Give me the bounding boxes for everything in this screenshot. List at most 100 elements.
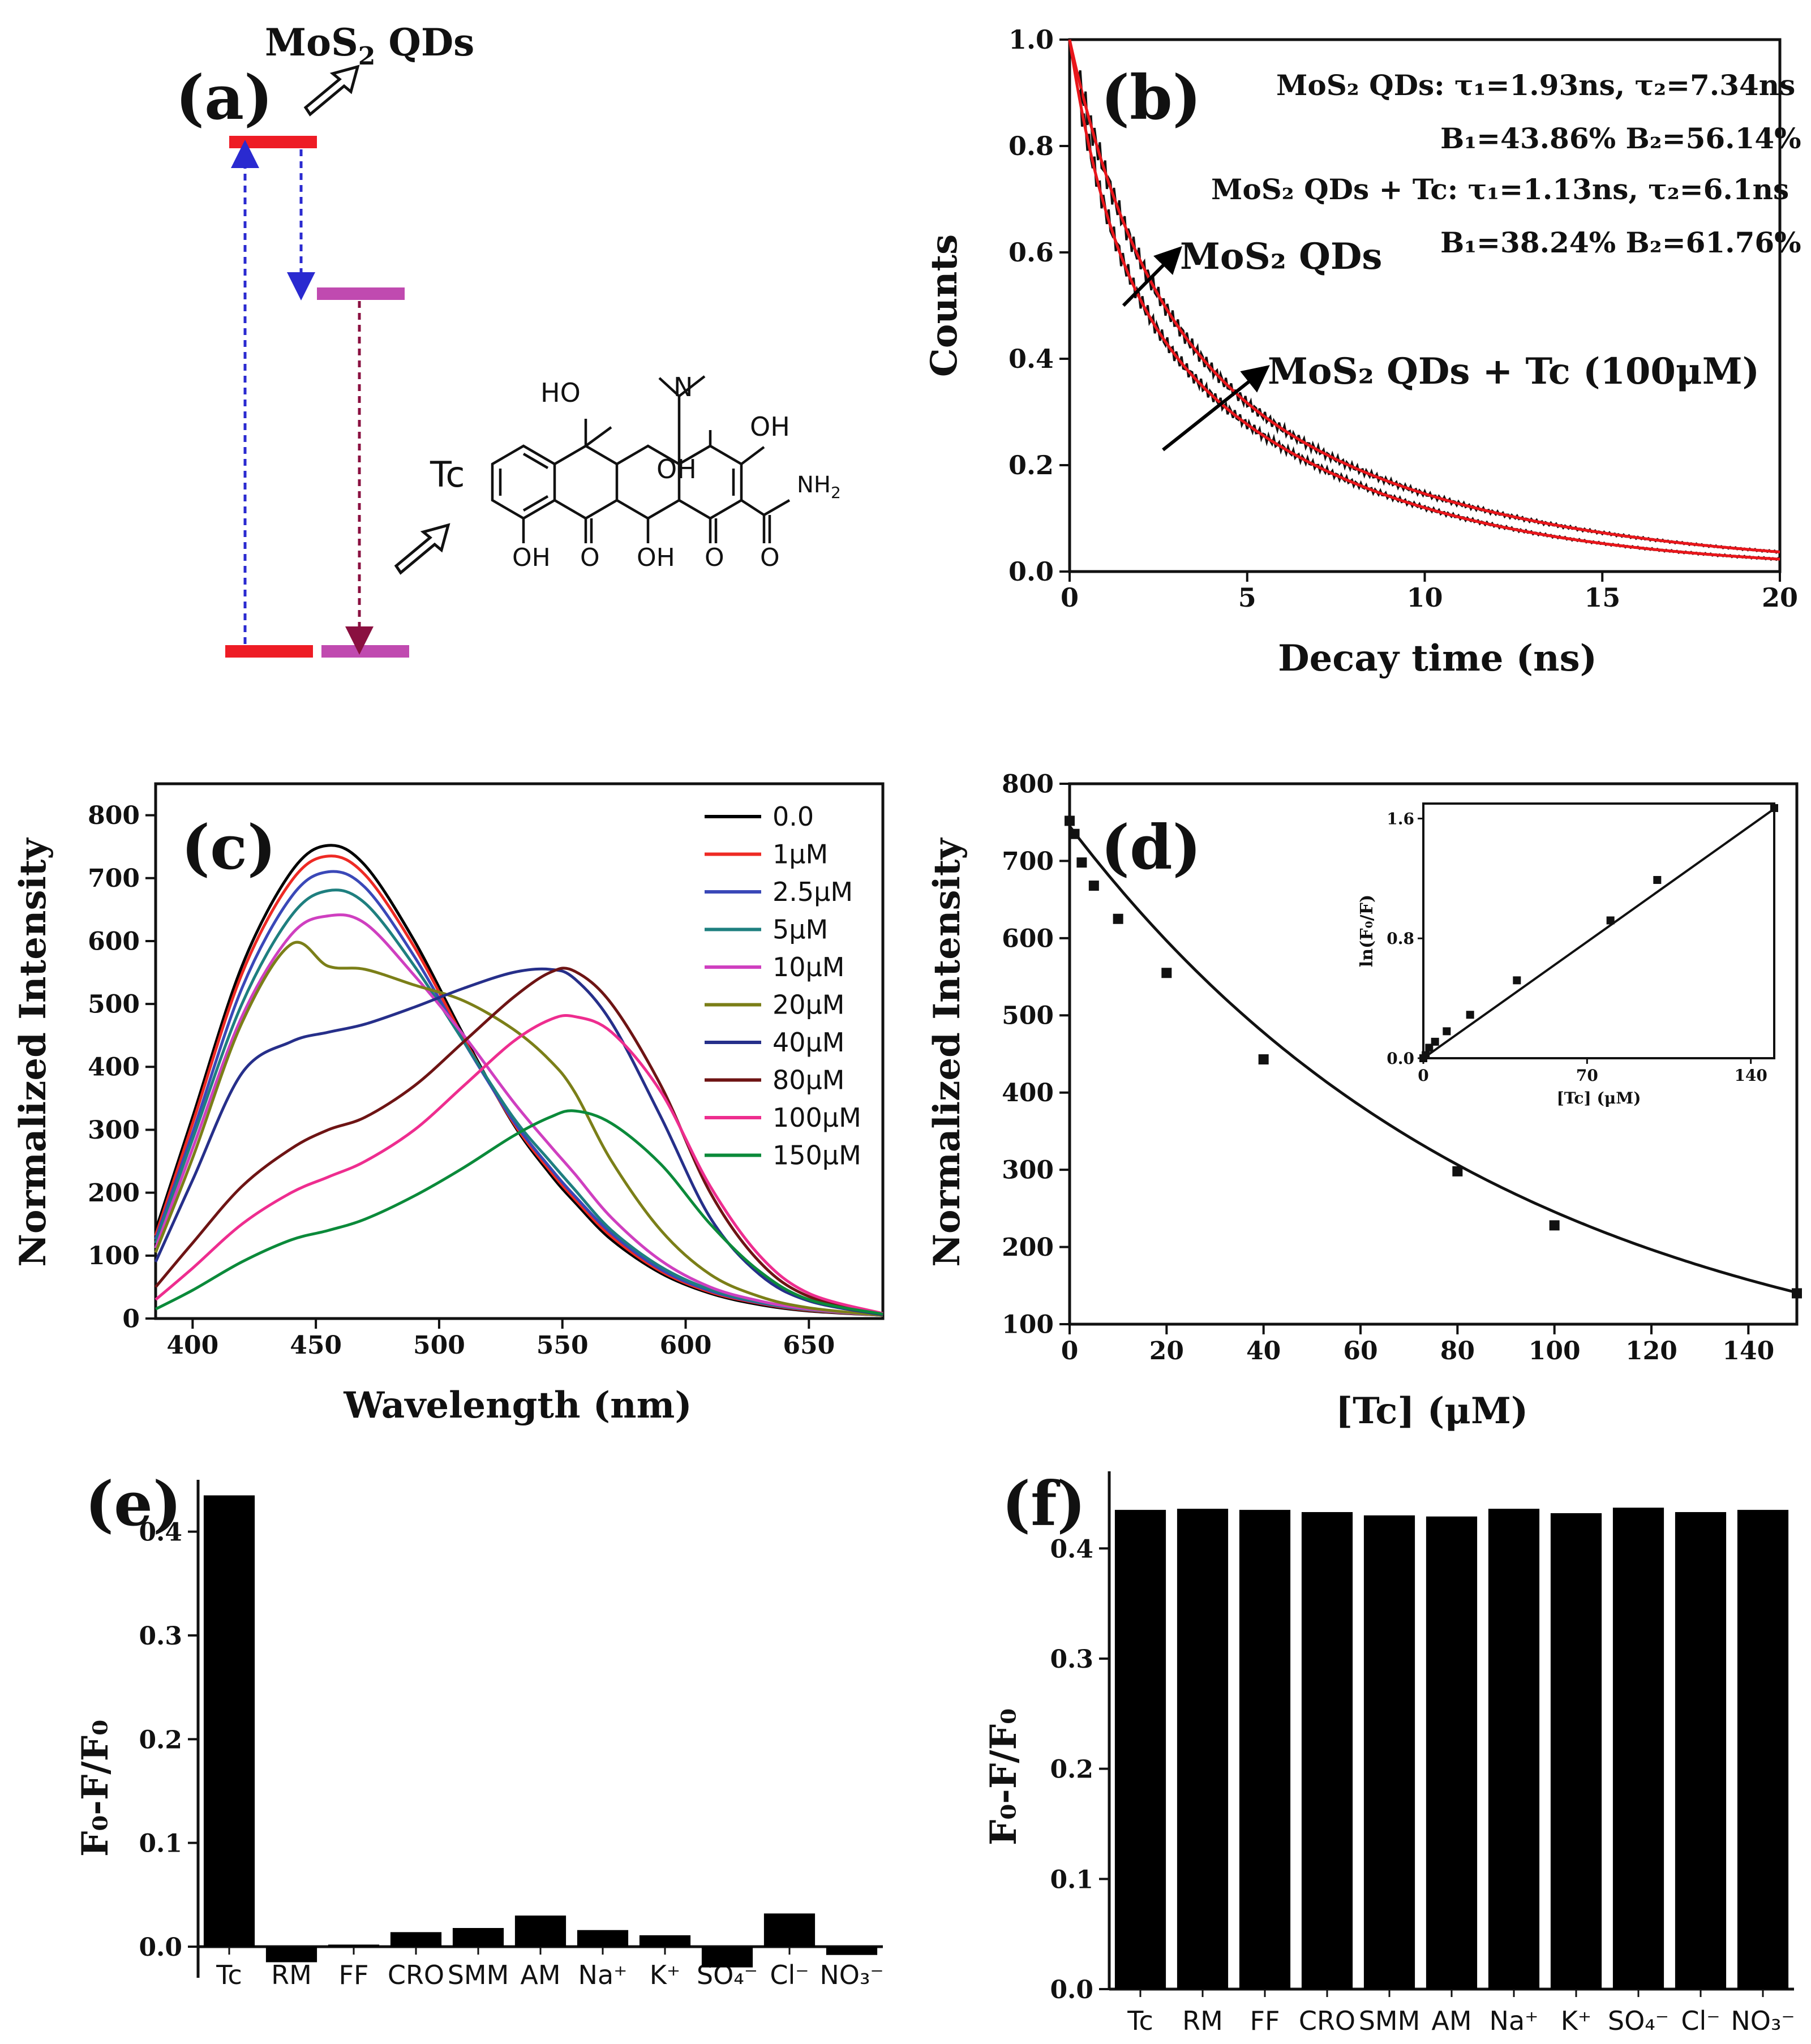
x-tick-label: 20 [1149,1337,1184,1365]
x-tick-label: K⁺ [1561,2006,1591,2036]
panel-c-series [154,844,883,1317]
panel-e-bars [203,1495,878,1968]
mos2-subscript: 2 [358,42,376,71]
y-tick-label: 0.2 [1009,450,1054,480]
x-tick-label: SMM [1359,2006,1421,2036]
panel-c-axes: 400 450 500 550 600 650 0 100 200 300 400 500 600 700… [12,801,835,1427]
panel-f-interference-chart: 0.0 0.1 0.2 0.3 0.4 F₀-F/F₀ Tc RM FF CRO SMM AM Na⁺ K… [982,1468,1795,2036]
x-tick-label: 40 [1246,1337,1281,1365]
y-tick-label: 0 [122,1304,140,1333]
b-curve-pointer-1 [1122,246,1182,307]
x-tick-label: 120 [1625,1337,1677,1365]
c-series-3 [154,888,883,1317]
y-tick-label: 600 [1002,924,1054,953]
x-tick-label: 60 [1343,1337,1377,1365]
panel-a-label: (a) [175,62,273,134]
c-series-4 [154,913,883,1317]
inset-y-tick-label: 0.0 [1387,1049,1414,1068]
mol-nh2-sub: 2 [831,483,841,502]
x-tick-label: 15 [1584,582,1620,613]
y-tick-label: 400 [1002,1079,1054,1107]
y-tick-label: 500 [88,990,140,1019]
y-tick-label: 700 [88,864,140,893]
c-legend-label: 40μM [773,1027,845,1058]
y-tick-label: 0.6 [1009,237,1054,268]
y-tick-label: 200 [1002,1233,1054,1262]
panel-e-label: (e) [85,1468,182,1540]
y-axis-label: Normalized Intensity [12,838,54,1267]
c-series-7 [155,967,883,1316]
x-tick-label: 5 [1238,582,1256,613]
tetracycline-structure [491,375,791,543]
d-data-point [1792,1288,1802,1299]
inset-data-point [1443,1027,1451,1036]
x-tick-label: 400 [166,1331,218,1360]
mol-oh-2: OH [637,543,675,572]
panel-c-frame [154,782,885,1320]
c-legend-label: 2.5μM [773,877,853,907]
panel-c-spectra-chart: 400 450 500 550 600 650 0 100 200 300 400 500 600 700… [12,782,885,1427]
inset-fit-line [1422,808,1775,1059]
f-bar [1488,1509,1540,1989]
mol-o-2: O [705,543,724,572]
inset-data-point [1606,916,1615,925]
y-tick-label: 0.0 [1050,1976,1093,2004]
x-tick-label: Cl⁻ [1681,2006,1720,2036]
f-bar [1177,1509,1229,1989]
panel-b-decay-chart: 0 5 10 15 20 0.0 0.2 0.4 0.6 0.8 1.0 Decay time (ns… [923,24,1801,680]
x-tick-label: 80 [1440,1337,1475,1365]
x-tick-label: Tc [216,1960,242,1990]
level-excited [229,136,317,148]
y-tick-label: 500 [1002,1002,1054,1030]
d-data-point [1113,913,1123,924]
c-series-8 [155,1014,883,1315]
inset-data-point [1653,876,1662,884]
f-bar [1363,1515,1415,1989]
y-tick-label: 0.4 [1050,1535,1093,1564]
x-axis-label: Decay time (ns) [1278,637,1597,680]
f-bar [1301,1512,1353,1989]
mol-oh-1: OH [512,543,551,572]
mol-o-1: O [580,543,600,572]
b-fit-decay-1 [1068,39,1780,553]
e-bar [265,1947,317,1963]
y-tick-label: 0.2 [139,1725,182,1754]
y-axis-label: Normalized Intensity [926,838,968,1267]
y-tick-label: 300 [88,1116,140,1145]
e-bar [203,1495,255,1947]
f-bar [1675,1512,1727,1989]
x-tick-label: CRO [388,1960,444,1990]
inset-data-point [1466,1011,1474,1019]
mol-nh2-text: NH [797,472,831,498]
x-tick-label: 550 [537,1331,589,1360]
x-tick-label: SMM [448,1960,509,1990]
b-annotation-2: B₁=43.86% B₂=56.14% [1440,122,1801,155]
d-data-point [1065,815,1075,826]
tc-label: Tc [430,454,465,495]
c-legend-label: 20μM [773,990,845,1020]
y-tick-label: 100 [1002,1310,1054,1339]
inset-data-point [1513,976,1521,985]
c-legend-label: 0.0 [773,801,814,832]
x-tick-label: SO₄⁻ [1608,2006,1669,2036]
x-tick-label: 650 [783,1331,835,1360]
inset-x-tick-label: 70 [1576,1066,1598,1085]
c-series-5 [154,941,883,1317]
y-tick-label: 0.3 [139,1622,182,1651]
y-axis-label: F₀-F/F₀ [74,1720,117,1857]
y-tick-label: 1.0 [1009,24,1054,55]
e-bar [514,1916,567,1947]
x-tick-label: 100 [1529,1337,1581,1365]
mol-nh2: NH2 [797,472,841,502]
panel-e-selectivity-chart: 0.0 0.1 0.2 0.3 0.4 F₀-F/F₀ Tc RM FF CRO SMM AM Na⁺ K… [74,1468,884,1990]
inset-y-tick-label: 1.6 [1387,809,1414,828]
panel-c-label: (c) [181,812,276,883]
panel-d-quench-chart: 0 20 40 60 80 100 120 1401002003004005006007008… [926,770,1802,1432]
e-bar [328,1944,380,1947]
mos2-qds-label: MoS2 QDs [265,20,474,71]
level-ground-left [225,645,313,658]
mol-ho: HO [540,377,581,408]
mol-n: N [673,372,693,402]
panel-d-inset: 0 70 140 0.0 0.8 1.6 [Tc] (μM) ln(F₀/F) [1357,804,1778,1107]
